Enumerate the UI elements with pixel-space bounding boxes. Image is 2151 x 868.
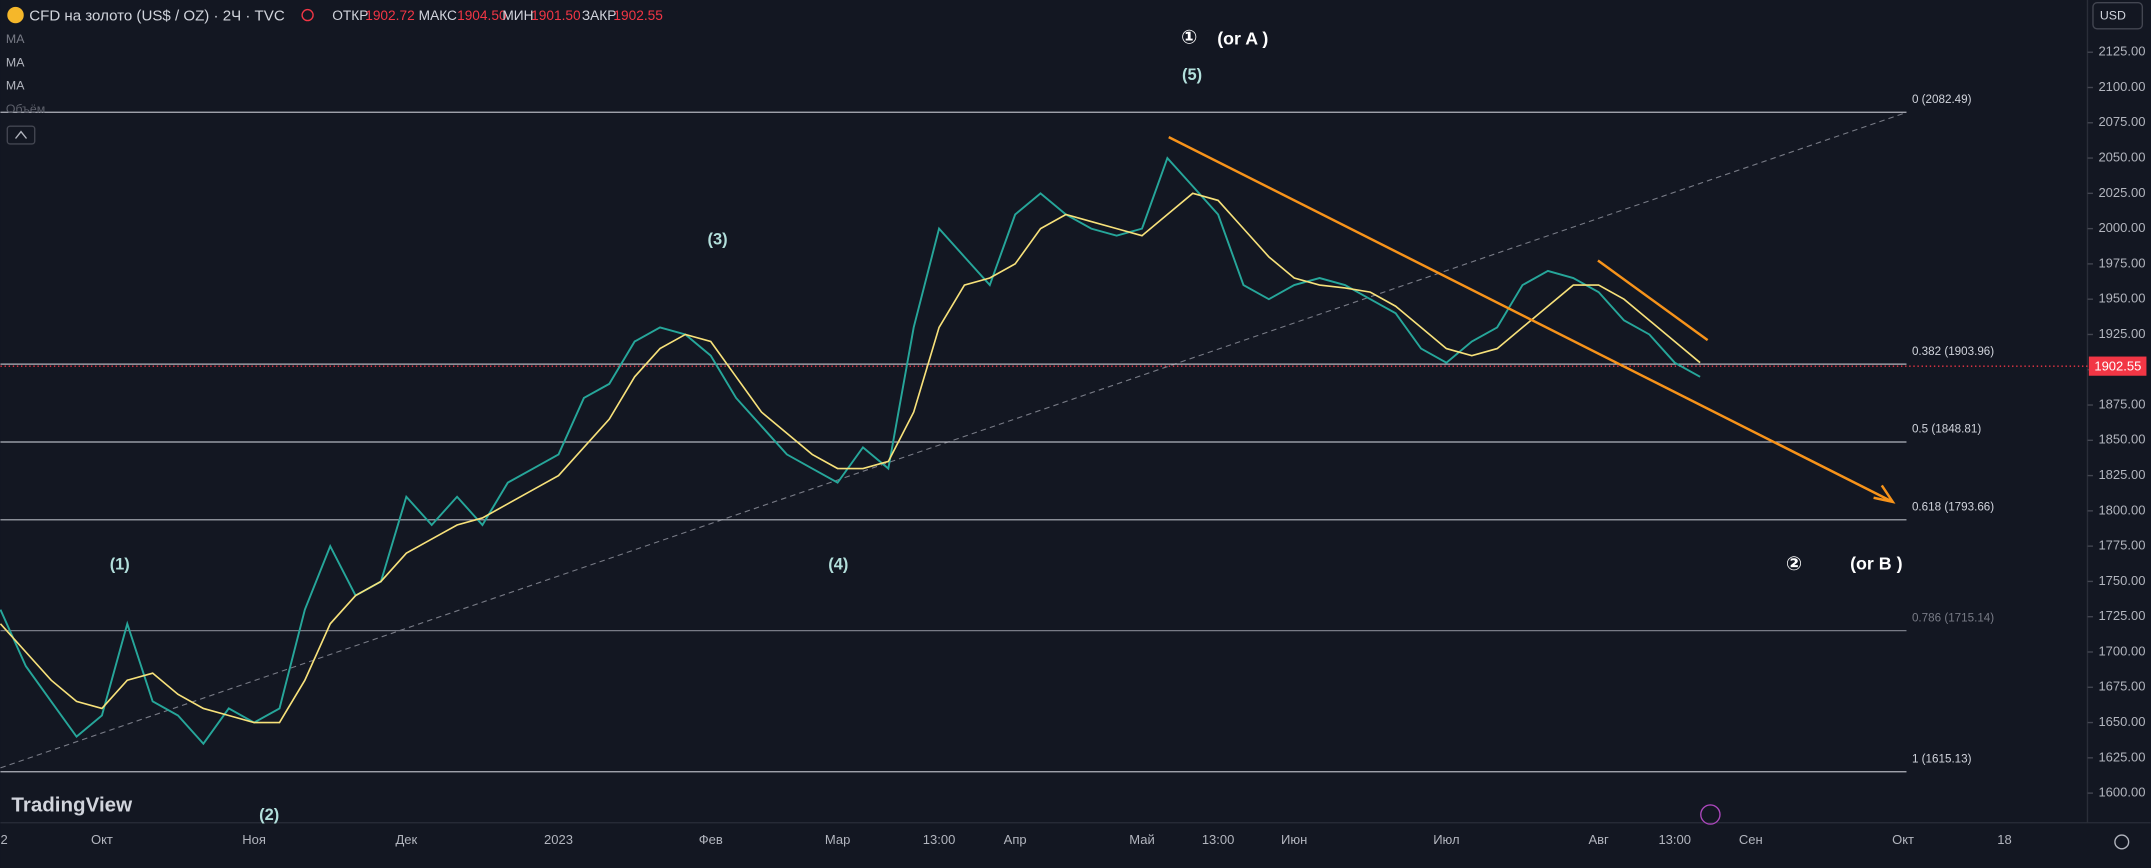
ohlc-value: 1902.55 [613, 8, 663, 23]
settings-icon[interactable] [2114, 834, 2130, 850]
plot [0, 51, 2093, 794]
x-tick-label: Мар [825, 832, 850, 847]
series-line [0, 156, 1701, 746]
x-tick-label: 2 [0, 832, 7, 847]
x-tick-label: Ноя [242, 832, 266, 847]
y-tick-label: 1700.00 [2098, 643, 2145, 658]
ohlc-label: МАКС [419, 8, 457, 23]
wave-label: (or A ) [1217, 28, 1268, 48]
ohlc-value: 1904.50 [457, 8, 507, 23]
event-icon[interactable] [1700, 804, 1721, 825]
currency-button[interactable] [2092, 2, 2144, 30]
y-tick-label: 1775.00 [2098, 538, 2145, 553]
indicator-label[interactable]: MA [6, 32, 25, 46]
x-tick-label: 18 [1997, 832, 2011, 847]
ohlc-label: ЗАКР [582, 8, 617, 23]
ohlc-label: ОТКР [332, 8, 368, 23]
series-line [0, 192, 1701, 724]
wave-label: (4) [828, 555, 848, 573]
x-tick-label: Дек [395, 832, 417, 847]
status-dot [301, 8, 314, 22]
fib-label: 1 (1615.13) [1912, 752, 1972, 765]
fib-label: 0.5 (1848.81) [1912, 423, 1981, 436]
wave-label: (2) [259, 806, 279, 824]
indicator-label[interactable]: MA [6, 55, 25, 69]
symbol-title: CFD на золото (US$ / OZ) · 2Ч · TVC [29, 7, 285, 24]
y-tick-label: 1950.00 [2098, 291, 2145, 306]
collapse-button[interactable] [6, 125, 36, 145]
ohlc-value: 1901.50 [531, 8, 581, 23]
last-price-tag [2088, 356, 2147, 376]
y-tick-label: 1675.00 [2098, 679, 2145, 694]
x-tick-label: 13:00 [923, 832, 956, 847]
currency-label: USD [2100, 9, 2126, 23]
trend-line [1597, 259, 1709, 342]
arrow-head [1873, 484, 1896, 504]
wave-label: ① [1181, 27, 1197, 48]
indicator-label[interactable]: Объём [6, 102, 45, 116]
symbol-icon [7, 6, 24, 24]
last-price-label: 1902.55 [2094, 358, 2141, 373]
y-tick-label: 2125.00 [2098, 44, 2145, 59]
y-tick-label: 1600.00 [2098, 785, 2145, 800]
indicator-label[interactable]: MA [6, 79, 25, 93]
y-tick-label: 2050.00 [2098, 149, 2145, 164]
x-tick-label: Май [1129, 832, 1155, 847]
fib-label: 0 (2082.49) [1912, 93, 1972, 106]
x-tick-label: 2023 [544, 832, 573, 847]
ohlc-value: 1902.72 [365, 8, 415, 23]
x-tick-label: 13:00 [1202, 832, 1235, 847]
x-tick-label: Июл [1433, 832, 1459, 847]
y-tick-label: 1625.00 [2098, 749, 2145, 764]
y-tick-label: 1875.00 [2098, 396, 2145, 411]
fib-label: 0.786 (1715.14) [1912, 611, 1994, 624]
x-tick-label: 13:00 [1658, 832, 1691, 847]
x-tick-label: Окт [1892, 832, 1914, 847]
x-tick-label: Фев [699, 832, 723, 847]
x-tick-label: Июн [1281, 832, 1307, 847]
y-tick-label: 2000.00 [2098, 220, 2145, 235]
x-tick-label: Сен [1739, 832, 1763, 847]
logo: TradingView [11, 794, 133, 817]
y-tick-label: 1650.00 [2098, 714, 2145, 729]
y-tick-label: 1750.00 [2098, 573, 2145, 588]
y-tick-label: 2100.00 [2098, 79, 2145, 94]
ohlc-label: МИН [502, 8, 533, 23]
fib-label: 0.618 (1793.66) [1912, 501, 1994, 514]
collapse-icon [14, 130, 28, 139]
y-tick-label: 2075.00 [2098, 114, 2145, 129]
wave-label: (5) [1182, 66, 1202, 84]
y-tick-label: 1850.00 [2098, 432, 2145, 447]
y-tick-label: 1825.00 [2098, 467, 2145, 482]
x-tick-label: Окт [91, 832, 113, 847]
x-tick-label: Апр [1004, 832, 1027, 847]
wave-label: (3) [708, 230, 728, 248]
x-tick-label: Авг [1588, 832, 1609, 847]
wave-label: ② [1786, 554, 1802, 575]
trend-arrow [1168, 136, 1891, 502]
y-tick-label: 1975.00 [2098, 255, 2145, 270]
fib-label: 0.382 (1903.96) [1912, 345, 1994, 358]
y-tick-label: 1925.00 [2098, 326, 2145, 341]
y-tick-label: 1725.00 [2098, 608, 2145, 623]
wave-label: (1) [110, 555, 130, 573]
wave-label: (or B ) [1850, 554, 1903, 574]
y-tick-label: 1800.00 [2098, 502, 2145, 517]
y-tick-label: 2025.00 [2098, 185, 2145, 200]
